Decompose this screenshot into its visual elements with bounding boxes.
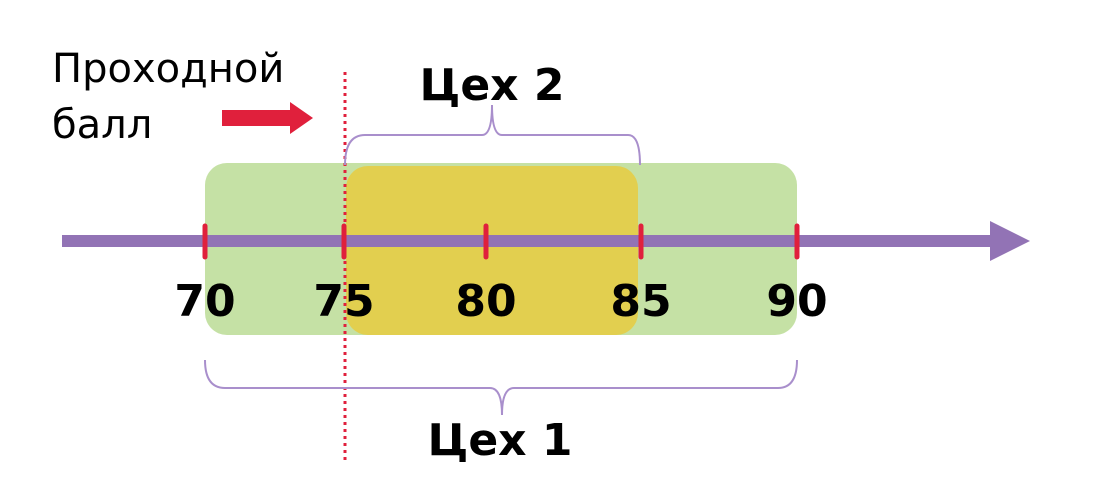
shop-1-label: Цех 1	[428, 415, 573, 466]
shop-2-brace	[344, 104, 641, 166]
right-arrow-icon	[222, 102, 313, 134]
shop-2-label: Цех 2	[420, 60, 565, 111]
tick-label-80: 80	[455, 276, 516, 327]
axis-arrowhead	[990, 221, 1030, 261]
range-shop-2	[346, 166, 638, 335]
passing-score-label-line2: балл	[52, 102, 152, 148]
passing-score-label-line1: Проходной	[52, 46, 284, 92]
tick-label-90: 90	[766, 276, 827, 327]
shop-1-brace	[204, 359, 798, 416]
tick-label-85: 85	[610, 276, 671, 327]
tick-label-70: 70	[174, 276, 235, 327]
